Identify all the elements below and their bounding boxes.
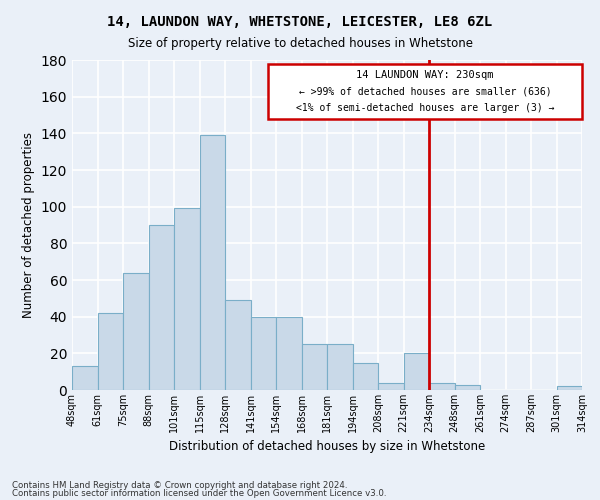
Bar: [97, 313, 123, 390]
Y-axis label: Number of detached properties: Number of detached properties: [22, 132, 35, 318]
X-axis label: Distribution of detached houses by size in Whetstone: Distribution of detached houses by size …: [169, 440, 485, 454]
Text: 14, LAUNDON WAY, WHETSTONE, LEICESTER, LE8 6ZL: 14, LAUNDON WAY, WHETSTONE, LEICESTER, L…: [107, 15, 493, 29]
Text: Size of property relative to detached houses in Whetstone: Size of property relative to detached ho…: [128, 38, 473, 51]
Bar: [276, 316, 302, 390]
Bar: [302, 344, 327, 390]
Bar: [429, 382, 455, 390]
Bar: [149, 225, 174, 390]
Bar: [353, 362, 378, 390]
Bar: [404, 354, 429, 390]
Bar: [72, 366, 97, 390]
Bar: [378, 382, 404, 390]
Bar: [199, 135, 225, 390]
Bar: [455, 384, 480, 390]
Text: Contains public sector information licensed under the Open Government Licence v3: Contains public sector information licen…: [12, 489, 386, 498]
Bar: [225, 300, 251, 390]
Bar: [251, 316, 276, 390]
Bar: [123, 272, 149, 390]
Text: ← >99% of detached houses are smaller (636): ← >99% of detached houses are smaller (6…: [299, 86, 551, 96]
Text: <1% of semi-detached houses are larger (3) →: <1% of semi-detached houses are larger (…: [296, 102, 554, 113]
Text: 14 LAUNDON WAY: 230sqm: 14 LAUNDON WAY: 230sqm: [356, 70, 494, 80]
Bar: [174, 208, 199, 390]
Bar: [327, 344, 353, 390]
Bar: [557, 386, 582, 390]
FancyBboxPatch shape: [268, 64, 582, 118]
Text: Contains HM Land Registry data © Crown copyright and database right 2024.: Contains HM Land Registry data © Crown c…: [12, 480, 347, 490]
